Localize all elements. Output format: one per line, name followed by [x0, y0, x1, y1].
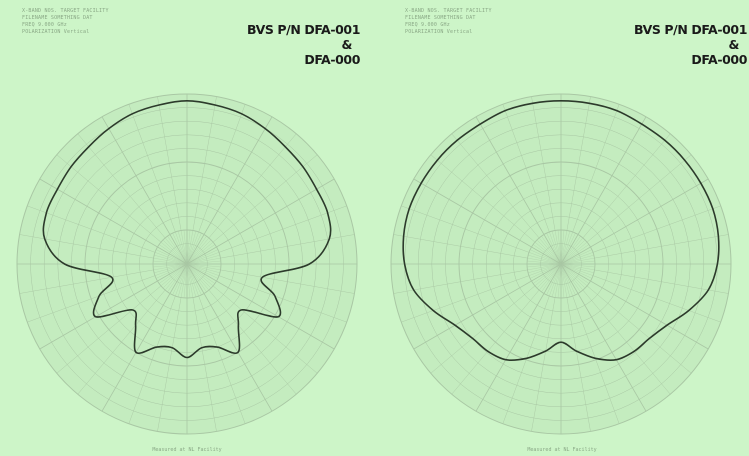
polar-plot-panel-right: X-BAND NOS. TARGET FACILITY FILENAME SOM… [375, 0, 749, 456]
plot-footer: Measured at NL Facility [0, 447, 374, 453]
plot-footer: Measured at NL Facility [375, 447, 749, 453]
polar-chart-left [0, 0, 374, 456]
polar-chart-right [375, 0, 749, 456]
polar-plot-panel-left: X-BAND NOS. TARGET FACILITY FILENAME SOM… [0, 0, 374, 456]
